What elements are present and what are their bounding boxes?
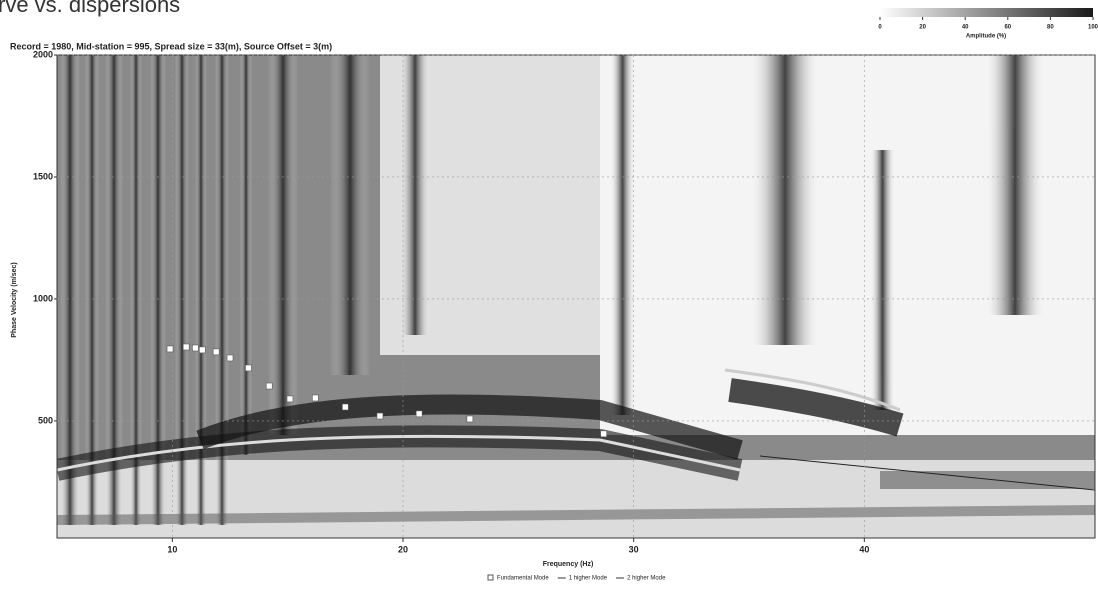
pick-point <box>166 345 174 353</box>
colorbar-tick-label: 20 <box>919 25 926 31</box>
legend-label: 1 higher Mode <box>569 576 608 582</box>
colorbar <box>880 8 1093 17</box>
x-tick-label: 30 <box>629 544 639 554</box>
x-axis-label: Frequency (Hz) <box>543 561 594 568</box>
colorbar-tick-label: 60 <box>1004 25 1011 31</box>
pick-point <box>286 395 294 403</box>
pick-point <box>600 430 607 438</box>
pick-point <box>312 394 319 402</box>
pick-point <box>265 382 273 390</box>
pick-point <box>466 415 474 423</box>
plot-frame <box>56 54 1096 539</box>
y-tick-label: 2000 <box>33 49 53 59</box>
pick-point <box>376 412 384 420</box>
legend-swatch <box>487 574 494 581</box>
pick-point <box>415 410 423 418</box>
colorbar-tick-label: 100 <box>1088 25 1098 31</box>
x-tick-label: 20 <box>398 544 408 554</box>
colorbar-tick-label: 80 <box>1047 25 1054 31</box>
pick-point <box>342 403 349 411</box>
dispersion-image <box>57 55 1095 538</box>
x-tick-label: 10 <box>167 544 177 554</box>
pick-point <box>192 344 199 352</box>
x-tick-label: 40 <box>859 544 869 554</box>
pick-point <box>182 343 190 351</box>
subtitle: Record = 1980, Mid-station = 995, Spread… <box>10 41 332 51</box>
title: rve vs. dispersions <box>0 0 180 17</box>
y-tick-label: 1500 <box>33 171 53 181</box>
pick-point <box>199 346 206 354</box>
pick-point <box>226 354 234 362</box>
colorbar-tick-label: 40 <box>962 25 969 31</box>
legend-label: 2 higher Mode <box>627 576 666 582</box>
y-axis-label: Phase Velocity (m/sec) <box>11 262 18 337</box>
legend-label: Fundamental Mode <box>497 576 549 582</box>
colorbar-tick-label: 0 <box>878 25 882 31</box>
colorbar-label: Amplitude (%) <box>966 34 1006 40</box>
pick-point <box>212 348 220 356</box>
y-tick-label: 500 <box>38 415 53 425</box>
pick-point <box>245 364 252 372</box>
y-tick-label: 1000 <box>33 293 53 303</box>
